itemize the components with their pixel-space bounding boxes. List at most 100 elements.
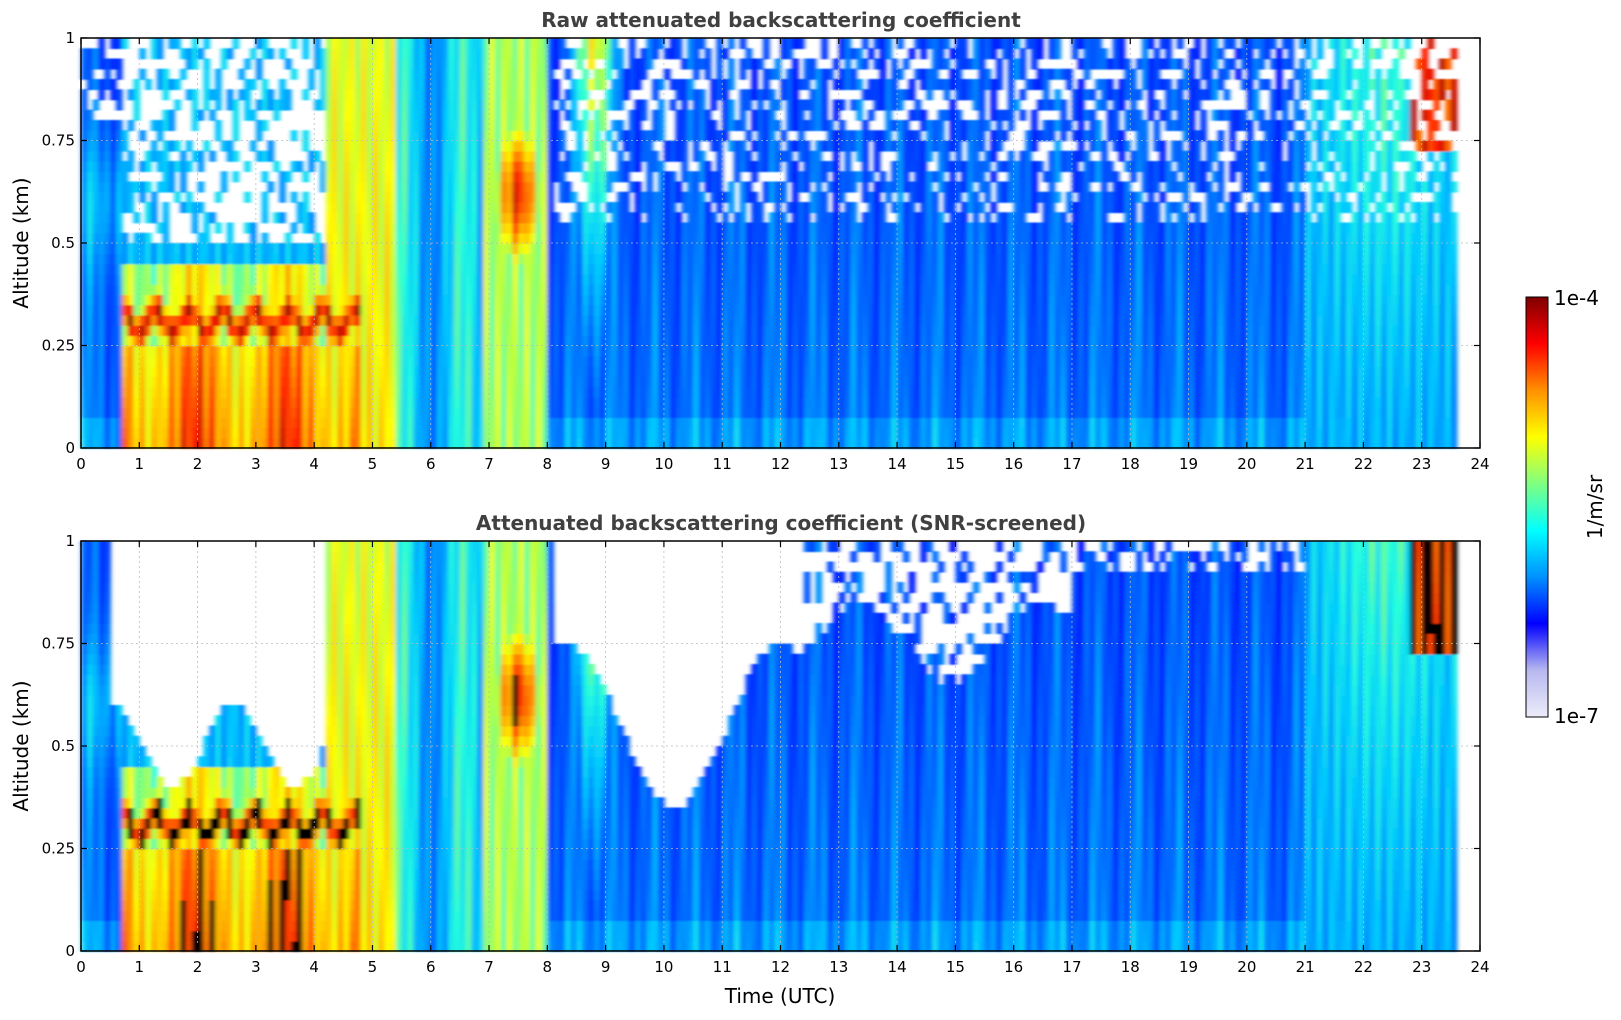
heatmap-cell [663,345,671,357]
heatmap-cell [180,437,187,449]
heatmap-cell [745,130,753,142]
heatmap-cell [704,181,712,193]
heatmap-cell [652,437,659,449]
heatmap-cell [512,314,519,326]
heatmap-cell [489,181,496,193]
heatmap-cell [226,376,234,388]
heatmap-cell [582,68,589,80]
heatmap-cell [728,386,735,398]
heatmap-cell [98,273,106,285]
heatmap-cell [145,304,152,316]
heatmap-cell [500,386,508,398]
heatmap-cell [448,345,455,357]
heatmap-cell [454,202,461,214]
heatmap-cell [850,335,858,347]
heatmap-cell [617,202,624,214]
heatmap-cell [465,150,473,162]
heatmap-cell [757,345,764,357]
heatmap-cell [628,243,636,255]
heatmap-cell [360,58,368,70]
heatmap-cell [599,38,607,50]
heatmap-cell [500,222,508,234]
heatmap-cell [483,191,490,203]
heatmap-cell [98,181,106,193]
heatmap-cell [255,345,263,357]
heatmap-cell [611,355,619,367]
heatmap-cell [768,355,776,367]
heatmap-cell [191,89,199,101]
heatmap-cell [891,386,898,398]
heatmap-cell [646,427,654,439]
heatmap-cell [360,140,368,152]
heatmap-cell [401,202,409,214]
heatmap-cell [524,263,531,275]
heatmap-cell [156,325,164,337]
heatmap-cell [436,314,444,326]
heatmap-cell [593,161,601,173]
heatmap-cell [698,243,706,255]
heatmap-cell [506,366,514,378]
heatmap-cell [220,263,228,275]
heatmap-cell [86,171,94,183]
heatmap-cell [628,376,636,388]
heatmap-cell [541,171,549,183]
heatmap-cell [442,58,450,70]
heatmap-cell [150,407,158,419]
heatmap-cell [623,253,630,265]
heatmap-cell [914,386,922,398]
heatmap-cell [576,335,584,347]
heatmap-cell [792,253,799,265]
heatmap-cell [751,366,758,378]
heatmap-cell [419,284,426,296]
heatmap-cell [570,407,578,419]
heatmap-cell [413,396,420,408]
heatmap-cell [320,79,327,91]
heatmap-cell [448,376,455,388]
heatmap-cell [693,284,700,296]
heatmap-cell [168,161,176,173]
heatmap-cell [932,222,939,234]
heatmap-cell [197,109,205,121]
heatmap-cell [436,150,444,162]
heatmap-cell [599,376,607,388]
heatmap-cell [576,222,584,234]
heatmap-cell [856,79,863,91]
heatmap-cell [693,263,700,275]
heatmap-cell [675,181,683,193]
heatmap-cell [454,89,461,101]
heatmap-cell [81,68,88,80]
heatmap-cell [605,273,613,285]
heatmap-cell [681,79,689,91]
heatmap-cell [739,89,747,101]
heatmap-cell [494,181,502,193]
heatmap-cell [547,355,554,367]
heatmap-cell [535,335,543,347]
heatmap-cell [81,48,88,60]
heatmap-cell [413,171,420,183]
heatmap-cell [360,376,368,388]
heatmap-cell [110,345,117,357]
heatmap-cell [558,140,566,152]
heatmap-cell [535,355,543,367]
heatmap-cell [267,355,275,367]
heatmap-cell [553,171,560,183]
heatmap-cell [424,171,432,183]
heatmap-cell [535,243,543,255]
heatmap-cell [360,120,368,132]
heatmap-cell [535,140,543,152]
heatmap-cell [483,68,490,80]
heatmap-cell [535,212,543,224]
heatmap-cell [424,120,432,132]
heatmap-cell [634,99,642,111]
heatmap-cell [349,366,356,378]
heatmap-cell [407,355,415,367]
heatmap-cell [897,263,904,275]
heatmap-cell [867,407,875,419]
heatmap-cell [623,161,630,173]
heatmap-cell [98,130,106,142]
heatmap-cell [454,243,461,255]
heatmap-cell [908,314,916,326]
heatmap-cell [413,284,420,296]
heatmap-cell [471,253,479,265]
heatmap-cell [803,325,811,337]
